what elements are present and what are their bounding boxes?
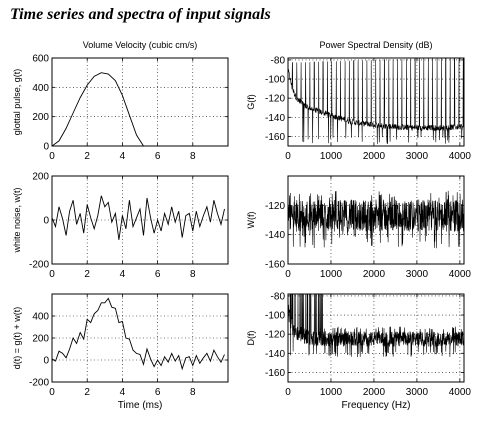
y-tick-label: 200 [32,334,49,345]
panel-title: Volume Velocity (cubic cm/s) [83,40,198,50]
x-tick-label: 0 [285,269,291,280]
x-tick-label: 8 [190,269,196,280]
panel-glottal: 0 2 4 6 8 0 200 400 600 Volume Velocity (cubic cm… [12,40,229,162]
axes-frame [51,57,229,147]
y-tick-label: -140 [265,230,285,241]
x-axis-label: Time (ms) [118,400,163,411]
x-axis-label: Frequency (Hz) [342,400,411,411]
y-tick-label: -120 [265,330,285,341]
x-tick-label: 1000 [320,151,343,162]
y-axis-label: W(f) [246,212,256,229]
series-line-G [288,58,464,145]
y-axis-label: glottal pulse, g(t) [12,69,22,136]
panel-D: 0 1000 2000 3000 4000 -80 -100 -120 -140 -160 Freq… [246,291,472,411]
x-tick-label: 1000 [320,387,343,398]
x-tick-label: 4000 [449,387,472,398]
x-tick-label: 2 [84,151,90,162]
x-tick-label: 3000 [406,387,429,398]
y-tick-label: -80 [271,291,286,302]
y-axis-label: white noise, w(t) [12,187,22,253]
y-tick-label: -100 [265,311,285,322]
axes-frame [287,57,465,147]
panel-title: Power Spectral Density (dB) [319,40,432,50]
y-tick-label: 200 [32,172,49,183]
x-tick-label: 4 [120,151,126,162]
x-tick-label: 6 [155,151,161,162]
y-axis-label: D(f) [246,331,256,346]
y-tick-label: -140 [265,113,285,124]
x-tick-label: 0 [49,269,55,280]
x-tick-label: 6 [155,387,161,398]
x-tick-label: 1000 [320,269,343,280]
y-tick-label: -120 [265,201,285,212]
x-tick-label: 0 [49,151,55,162]
y-tick-label: -160 [265,368,285,379]
y-tick-label: -200 [29,378,49,389]
x-tick-label: 2 [84,387,90,398]
x-tick-label: 4 [120,387,126,398]
y-tick-label: -140 [265,349,285,360]
y-tick-label: -120 [265,94,285,105]
x-tick-label: 0 [49,387,55,398]
x-tick-label: 8 [190,387,196,398]
y-tick-label: -160 [265,260,285,271]
panel-W: 0 1000 2000 3000 4000 -120 -140 -160 W(f) [246,175,472,280]
x-tick-label: 8 [190,151,196,162]
series-line-noise [52,195,225,240]
y-tick-label: 200 [32,112,49,123]
x-tick-label: 4 [120,269,126,280]
x-tick-label: 4000 [449,269,472,280]
x-tick-label: 2000 [363,269,386,280]
series-line-sum [52,297,225,371]
y-tick-label: 0 [43,216,49,227]
y-tick-label: 400 [32,312,49,323]
x-tick-label: 2 [84,269,90,280]
y-tick-label: -80 [271,55,286,66]
series-line-glottal [52,72,228,146]
series-line-D [288,294,464,358]
y-tick-label: -160 [265,132,285,143]
axes-frame [287,175,465,265]
y-axis-label: d(t) = g(t) + w(t) [12,307,22,370]
x-tick-label: 2000 [363,387,386,398]
x-tick-label: 3000 [406,151,429,162]
y-tick-label: -100 [265,75,285,86]
panel-G: 0 1000 2000 3000 4000 -80 -100 -120 -140 -160 Powe… [246,40,471,162]
x-tick-label: 6 [155,269,161,280]
y-tick-label: -200 [29,260,49,271]
figure-title: Time series and spectra of input signals [10,6,271,23]
x-tick-label: 0 [285,151,291,162]
y-tick-label: 600 [32,54,49,65]
y-tick-label: 400 [32,83,49,94]
axes-frame [287,293,465,383]
y-tick-label: 0 [43,142,49,153]
y-axis-label: G(f) [246,94,256,110]
x-tick-label: 2000 [363,151,386,162]
y-tick-label: 0 [43,356,49,367]
x-tick-label: 0 [285,387,291,398]
series-line-W [288,190,464,249]
x-tick-label: 4000 [449,151,472,162]
x-tick-label: 3000 [406,269,429,280]
